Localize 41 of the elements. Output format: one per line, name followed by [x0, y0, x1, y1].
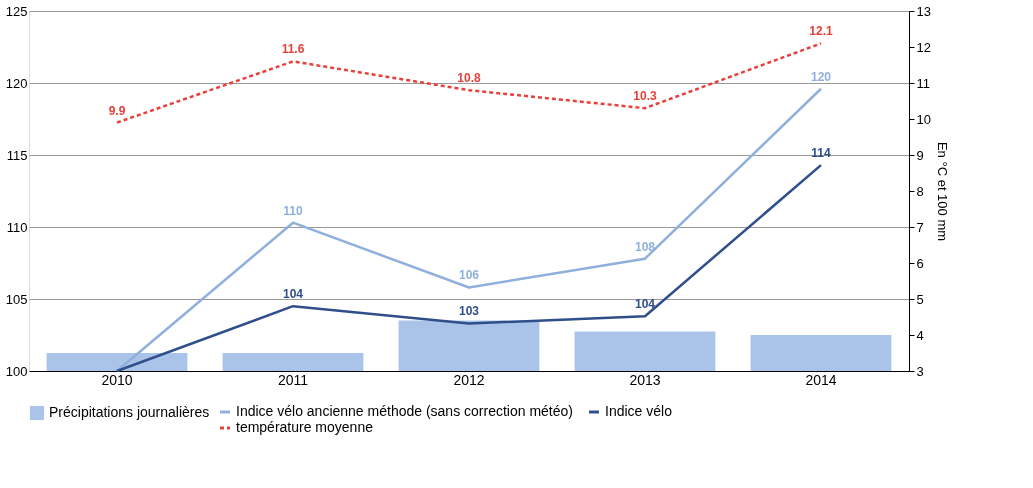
data-label: 104	[282, 287, 304, 302]
data-label: 110	[283, 203, 304, 218]
y2-tick-label: 7	[916, 219, 924, 235]
data-label: 103	[458, 304, 480, 319]
data-label: 120	[810, 69, 832, 84]
x-tick-label: 2010	[101, 371, 133, 388]
data-label: 11.6	[281, 42, 305, 57]
y-tick-label: 110	[6, 219, 28, 235]
y2-tick-label: 3	[916, 363, 924, 379]
x-tick-label: 2011	[277, 371, 309, 388]
x-tick-label: 2014	[805, 371, 837, 388]
data-label: 106	[458, 268, 480, 283]
y2-tick-label: 4	[916, 327, 924, 343]
data-label: 10.8	[457, 71, 481, 86]
line-series	[115, 163, 823, 373]
y-tick-label: 125	[5, 3, 28, 19]
data-label: 114	[811, 146, 832, 161]
y2-axis-title: En °C et 100 mm	[934, 141, 950, 242]
y-tick-label: 120	[5, 75, 28, 91]
y2-tick-label: 13	[916, 3, 931, 19]
y2-tick-label: 10	[916, 111, 931, 127]
x-tick-label: 2012	[453, 371, 485, 388]
y2-tick-label: 8	[916, 183, 924, 199]
y2-tick-label: 5	[916, 291, 924, 307]
data-label: 12.1	[809, 24, 833, 39]
legend-label: Indice vélo ancienne méthode (sans correction météo)	[236, 403, 573, 419]
data-label: 104	[634, 297, 656, 312]
data-label: 10.3	[633, 89, 657, 104]
data-label: 9.9	[108, 103, 126, 118]
legend-label: Indice vélo	[605, 403, 673, 419]
y2-tick-label: 9	[916, 147, 924, 163]
y2-tick-label: 11	[916, 75, 930, 91]
legend-label: Précipitations journalières	[49, 404, 210, 420]
y-tick-label: 100	[5, 363, 28, 379]
legend-label: température moyenne	[236, 419, 374, 435]
y2-tick-label: 12	[916, 39, 931, 55]
data-label: 108	[634, 239, 656, 254]
y-tick-label: 105	[5, 291, 28, 307]
y2-tick-label: 6	[916, 255, 924, 271]
x-tick-label: 2013	[629, 371, 661, 388]
y-tick-label: 115	[6, 147, 28, 163]
